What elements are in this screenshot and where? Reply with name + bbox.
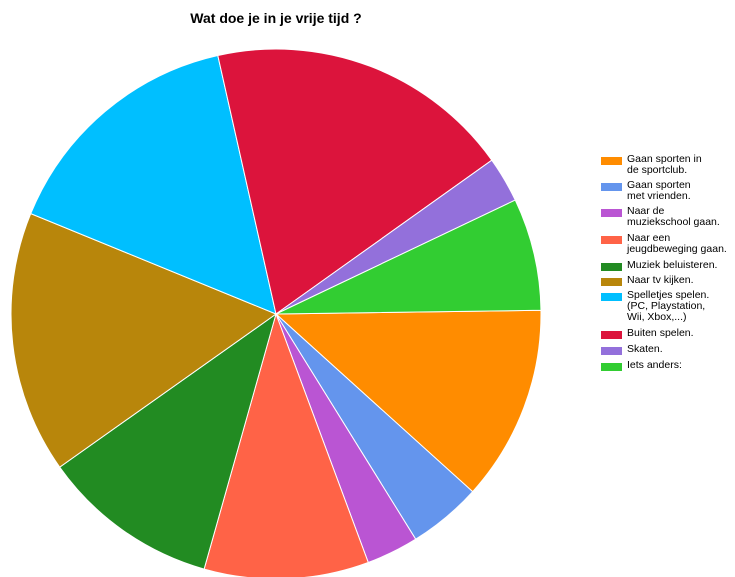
legend-label: Skaten. [627,343,663,355]
legend-item: Naar de muziekschool gaan. [597,206,733,228]
chart-title: Wat doe je in je vrije tijd ? [190,10,362,26]
pie-slice-6 [10,212,278,468]
legend-item: Gaan sporten met vrienden. [597,180,733,202]
legend-item: Naar tv kijken. [597,275,733,286]
legend: Gaan sporten in de sportclub. Gaan sporten… [597,154,733,371]
legend-swatch [601,263,622,271]
pie-slice-10 [275,199,542,315]
pie-slice-8 [217,48,493,315]
legend-label: Iets anders: [627,359,682,371]
legend-swatch [601,293,622,301]
legend-label: Spelletjes spelen. [627,289,710,301]
legend-item: Skaten. [597,344,733,355]
legend-swatch [601,331,622,339]
legend-swatch [601,157,622,165]
legend-item: Buiten spelen. [597,328,733,339]
legend-label: (PC, Playstation, [627,300,706,312]
legend-label: Wii, Xbox,...) [627,311,687,323]
legend-swatch [601,183,622,191]
legend-label: met vrienden. [627,190,691,202]
legend-label: muziekschool gaan. [627,216,720,228]
legend-label: Gaan sporten [627,179,691,191]
legend-label: Gaan sporten in [627,153,702,165]
legend-swatch [601,363,622,371]
legend-label: Naar de [627,205,665,217]
legend-swatch [601,278,622,286]
legend-item: Iets anders: [597,360,733,371]
legend-swatch [601,209,622,217]
legend-item: Naar een jeugdbeweging gaan. [597,233,733,255]
legend-swatch [601,236,622,244]
legend-item: Muziek beluisteren. [597,260,733,271]
legend-swatch [601,347,622,355]
legend-label: jeugdbeweging gaan. [627,243,727,255]
pie-chart [10,48,542,577]
legend-item: Gaan sporten in de sportclub. [597,154,733,176]
pie-slice-4 [203,312,369,577]
pie-slice-5 [59,312,277,570]
legend-label: Naar een [627,232,671,244]
legend-label: Buiten spelen. [627,327,694,339]
legend-item: Spelletjes spelen. (PC, Playstation, Wii, … [597,290,733,323]
legend-label: Naar tv kijken. [627,274,694,286]
legend-label: de sportclub. [627,164,688,176]
pie-slice-7 [30,54,277,315]
legend-label: Muziek beluisteren. [627,259,718,271]
pie-slice-1 [274,309,542,493]
